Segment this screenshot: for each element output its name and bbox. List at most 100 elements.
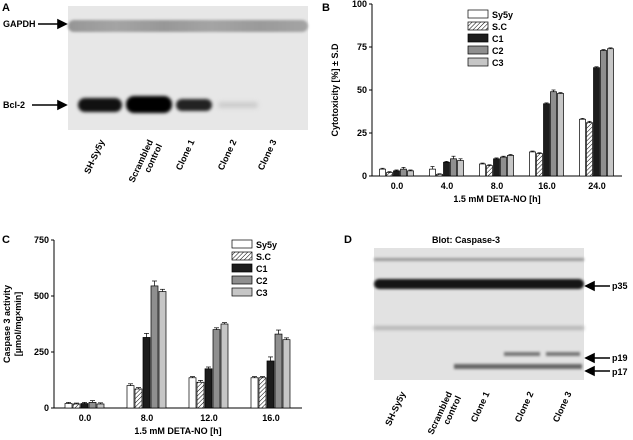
bar-sc [436, 173, 443, 177]
y-tick-label: 0 [44, 403, 49, 413]
bar-c2 [500, 156, 507, 177]
p35-band [374, 279, 584, 289]
bar-sc [134, 388, 143, 409]
panel-a-arrows [32, 18, 68, 111]
bar-c3 [607, 48, 614, 177]
bar-sc [196, 381, 205, 409]
bar-sc [586, 122, 593, 177]
legend-swatch [231, 263, 253, 273]
bar-sy5y [579, 118, 586, 177]
y-tick-label: 750 [34, 235, 49, 245]
x-tick-label: 0.0 [79, 413, 92, 423]
legend-swatch [467, 57, 489, 67]
bcl2-band-scrambled [126, 96, 172, 113]
panel-a: A GAPDH Bcl-2 SH-Sy5y Scrambled control Cl… [0, 0, 320, 230]
legend-swatch [231, 275, 253, 285]
bar-c3 [96, 403, 105, 409]
bar-sc [486, 165, 493, 177]
faint-band-top [374, 258, 584, 261]
legend-label: C3 [492, 58, 504, 68]
bar-c2 [150, 285, 159, 409]
bar-c3 [158, 291, 167, 409]
y-axis-unit-label: [µmol/mg×min] [13, 292, 23, 356]
bar-sy5y [379, 168, 386, 177]
y-tick-label: 50 [357, 85, 367, 95]
legend-label: Sy5y [492, 10, 513, 20]
bar-sc [72, 403, 81, 409]
legend-label: C2 [492, 46, 504, 56]
legend-label: C2 [256, 276, 268, 286]
p17-band [454, 364, 582, 369]
panel-d-arrows [584, 280, 610, 377]
y-tick-label: 250 [34, 347, 49, 357]
bcl2-band-clone2 [218, 102, 258, 108]
bar-c1 [393, 170, 400, 177]
x-axis-label: 1.5 mM DETA-NO [h] [134, 426, 221, 436]
panel-d: D Blot: Caspase-3 p35 p19 p17 SH-Sy5y Scr… [320, 228, 633, 439]
bar-sy5y [479, 163, 486, 177]
panel-label-c: C [2, 234, 10, 246]
bar-c3 [407, 170, 414, 177]
bar-c1 [80, 403, 89, 409]
bcl2-band-sh-sy5y [78, 98, 122, 112]
bar-sy5y [126, 385, 135, 409]
blot-d-title: Blot: Caspase-3 [432, 235, 501, 245]
bcl2-label: Bcl-2 [3, 100, 26, 110]
panel-label-a: A [2, 2, 10, 14]
p19-band-clone3 [546, 352, 580, 356]
y-tick-label: 25 [357, 128, 367, 138]
legend-label: C1 [256, 264, 268, 274]
faint-band-mid [374, 326, 584, 330]
legend-label: Sy5y [256, 240, 277, 250]
bar-c2 [212, 329, 221, 409]
western-blot-a [68, 6, 308, 130]
bar-sy5y [429, 168, 436, 177]
p35-label: p35 [612, 281, 628, 291]
bar-sy5y [250, 377, 259, 409]
bar-sc [258, 377, 267, 409]
gapdh-band [68, 20, 308, 32]
legend-label: S.C [256, 252, 272, 262]
panel-b: B 0 25 50 75 100 0.0 4.0 8.0 16.0 24.0 1.5 mM DETA… [320, 0, 633, 230]
bar-c1 [543, 103, 550, 177]
legend-label: C1 [492, 34, 504, 44]
bar-c1 [142, 337, 151, 409]
bar-c3 [557, 93, 564, 177]
p19-label: p19 [612, 353, 628, 363]
bar-c1 [493, 158, 500, 177]
bar-c2 [400, 168, 407, 177]
y-axis-label: Caspase 3 activity [2, 285, 12, 363]
bcl2-band-clone1 [176, 99, 212, 111]
western-blot-d [374, 248, 584, 380]
bar-c1 [593, 67, 600, 177]
cytotoxicity-chart: 0 25 50 75 100 0.0 4.0 8.0 16.0 24.0 1.5 mM DETA-N… [330, 0, 622, 204]
bar-c2 [550, 91, 557, 177]
bar-sy5y [529, 151, 536, 177]
bar-c3 [507, 155, 514, 177]
bar-sc [386, 172, 393, 177]
bar-c2 [600, 50, 607, 177]
bar-c3 [457, 160, 464, 177]
gapdh-label: GAPDH [3, 19, 36, 29]
bar-sy5y [64, 403, 73, 409]
legend-label: C3 [256, 288, 268, 298]
p17-label: p17 [612, 367, 628, 377]
x-tick-label: 8.0 [141, 413, 154, 423]
legend-label: S.C [492, 22, 508, 32]
panel-label-d: D [344, 234, 352, 246]
panel-label-b: B [322, 2, 330, 14]
y-axis-label: Cytotoxicity [%] ± S.D [330, 43, 340, 136]
bar-c3 [282, 339, 291, 409]
bar-c2 [274, 333, 283, 409]
bar-c1 [266, 360, 275, 409]
y-tick-label: 0 [362, 171, 367, 181]
caspase3-activity-chart: 0 250 500 750 0.0 8.0 12.0 16.0 1.5 mM DETA-NO [… [2, 235, 302, 436]
legend-swatch [231, 239, 253, 249]
legend-swatch [467, 45, 489, 55]
y-tick-label: 500 [34, 291, 49, 301]
bar-c3 [220, 323, 229, 409]
x-tick-label: 0.0 [391, 181, 404, 191]
x-tick-label: 16.0 [538, 181, 556, 191]
legend-swatch [231, 251, 253, 261]
y-tick-label: 100 [352, 0, 367, 9]
